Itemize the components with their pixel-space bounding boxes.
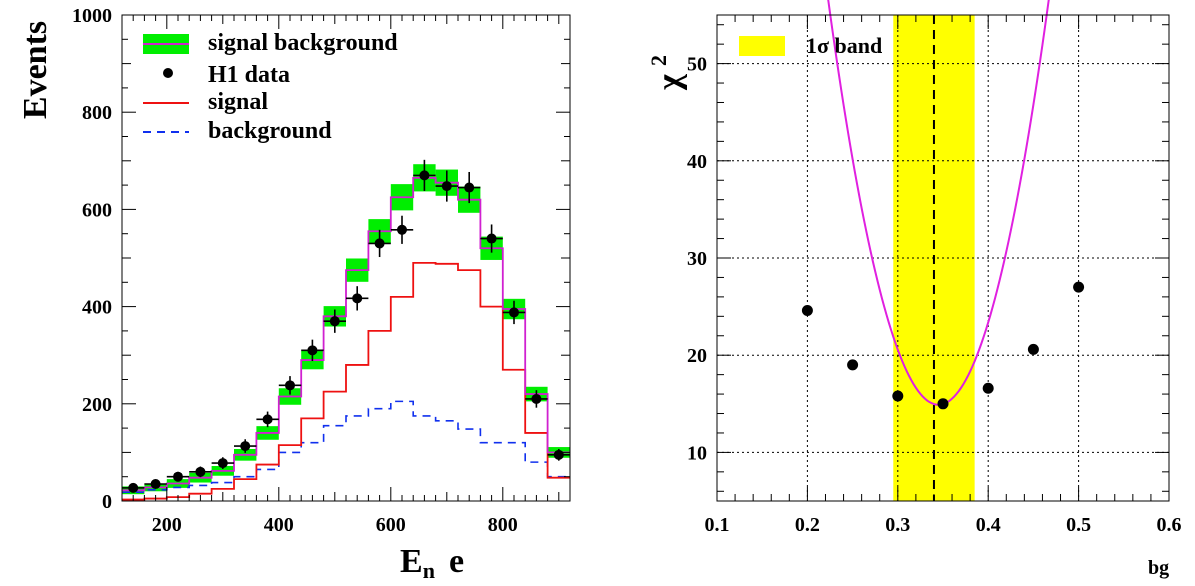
- y-tick-label: 400: [82, 297, 112, 319]
- chi2-data-point: [1027, 343, 1039, 355]
- legend-swatch-1sigma-band: [739, 36, 785, 56]
- h1-data-point: [441, 181, 452, 192]
- x-tick-label: 800: [488, 514, 518, 536]
- x-tick-label: 0.5: [1066, 514, 1091, 536]
- left-y-axis-label: Events: [17, 21, 54, 119]
- x-tick-label: 0.1: [705, 514, 730, 536]
- h1-data-point: [486, 233, 497, 244]
- right-y-axis-label: χ 2: [646, 55, 688, 91]
- h1-data-point: [240, 441, 251, 452]
- y-tick-label: 0: [102, 491, 112, 513]
- y-tick-label: 20: [687, 345, 707, 367]
- histogram-lines-layer: [122, 176, 570, 501]
- legend-label-1sigma-band: 1σ band: [806, 33, 882, 58]
- y-tick-label: 40: [687, 151, 707, 173]
- h1-data-point: [173, 471, 183, 482]
- y-tick-label: 10: [687, 442, 707, 464]
- h1-data-point: [217, 458, 228, 469]
- chi-symbol: χ: [651, 74, 688, 91]
- right-x-axis-label: bg: [1148, 557, 1169, 579]
- right-chart: 0.1 0.2 0.3 0.4 0.5 0.6 10 20 30 40 50 χ 2 bg 1σ b…: [646, 0, 1182, 579]
- chi-superscript: 2: [646, 55, 671, 66]
- y-tick-label: 600: [82, 199, 112, 221]
- h1-data-point: [195, 466, 206, 477]
- left-chart: 200 400 600 800 0 200 400 600 800 1000 Events En e…: [17, 5, 571, 583]
- x-tick-label: 200: [152, 514, 182, 536]
- x-label-subscript: n: [423, 558, 435, 583]
- chi2-data-point: [847, 359, 859, 371]
- x-label-tail: e: [449, 543, 464, 580]
- y-tick-label: 800: [82, 102, 112, 124]
- x-tick-label: 400: [264, 514, 294, 536]
- x-tick-label: 0.6: [1157, 514, 1182, 536]
- signal-histogram: [122, 261, 570, 501]
- h1-data-point: [329, 316, 340, 327]
- legend-swatch-h1-data: [163, 68, 173, 78]
- chi2-data-point: [892, 390, 904, 402]
- chi2-points-layer: [801, 281, 1085, 410]
- h1-data-point: [374, 238, 385, 249]
- chi2-data-point: [982, 382, 994, 394]
- y-tick-label: 1000: [72, 5, 112, 27]
- h1-data-point: [262, 414, 273, 425]
- right-legend: 1σ band: [739, 33, 882, 58]
- legend-label-background: background: [208, 118, 332, 144]
- h1-data-point: [531, 393, 542, 404]
- h1-data-point: [150, 478, 161, 489]
- left-axis-ticks: 200 400 600 800 0 200 400 600 800 1000: [72, 5, 570, 536]
- legend-label-signal: signal: [208, 89, 268, 115]
- h1-data-point: [352, 293, 363, 304]
- x-tick-label: 600: [376, 514, 406, 536]
- right-axis-ticks: 0.1 0.2 0.3 0.4 0.5 0.6 10 20 30 40 50: [687, 15, 1182, 536]
- y-tick-label: 50: [687, 54, 707, 76]
- h1-data-point: [285, 380, 295, 391]
- x-tick-label: 0.4: [976, 514, 1001, 536]
- x-tick-label: 0.2: [795, 514, 820, 536]
- y-tick-label: 200: [82, 394, 112, 416]
- x-tick-label: 0.3: [885, 514, 910, 536]
- h1-data-point: [128, 482, 139, 493]
- chi2-data-point: [1073, 281, 1085, 293]
- h1-data-points-layer: [122, 159, 570, 493]
- left-x-axis-label: En e: [400, 543, 464, 583]
- h1-data-point: [464, 182, 475, 193]
- right-grid: [717, 15, 1169, 501]
- h1-data-point: [419, 170, 430, 181]
- h1-data-point: [553, 449, 564, 460]
- h1-data-point: [509, 307, 519, 318]
- y-tick-label: 30: [687, 248, 707, 270]
- chi2-data-point: [801, 304, 813, 316]
- legend-label-h1-data: H1 data: [208, 62, 290, 88]
- x-label-main: E: [400, 543, 423, 580]
- left-legend: signal background H1 data signal backgro…: [143, 30, 398, 144]
- chi2-data-point: [937, 398, 949, 410]
- h1-data-point: [307, 345, 318, 356]
- legend-label-signal-background: signal background: [208, 30, 398, 56]
- h1-data-point: [397, 224, 407, 235]
